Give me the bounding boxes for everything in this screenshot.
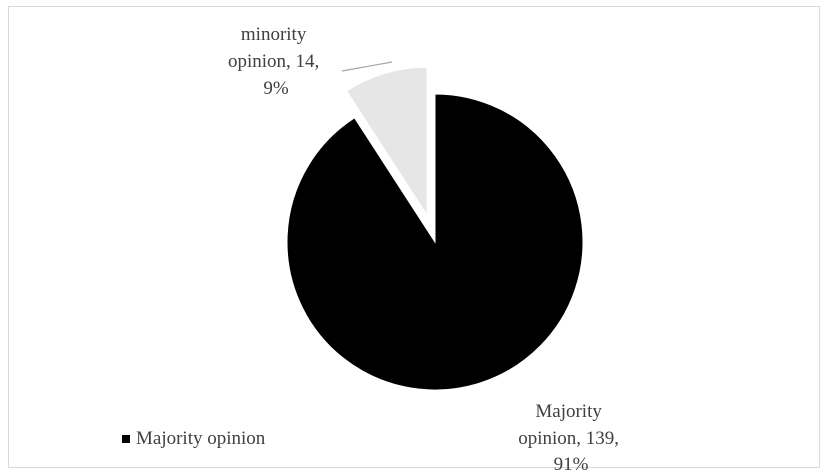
pie-slice-minority-opinion — [345, 66, 428, 217]
data-label-minority: minority opinion, 14, 9% — [228, 24, 324, 99]
legend-label-majority: Majority opinion — [136, 428, 266, 449]
data-label-minority-line3: 9% — [263, 78, 289, 99]
data-label-majority-line2: opinion, 139, — [518, 428, 619, 449]
data-label-majority: Majority opinion, 139, 91% — [518, 401, 624, 472]
leader-line-minority — [341, 61, 393, 72]
data-label-minority-line1: minority — [241, 24, 307, 45]
data-label-minority-line2: opinion, 14, — [228, 51, 319, 72]
legend-swatch-majority — [122, 435, 130, 443]
pie-slices — [286, 66, 584, 391]
legend: Majority opinion — [122, 428, 265, 450]
data-label-majority-line3: 91% — [554, 454, 589, 472]
pie-slice-majority-opinion — [286, 93, 584, 391]
data-label-majority-line1: Majority — [535, 401, 602, 422]
